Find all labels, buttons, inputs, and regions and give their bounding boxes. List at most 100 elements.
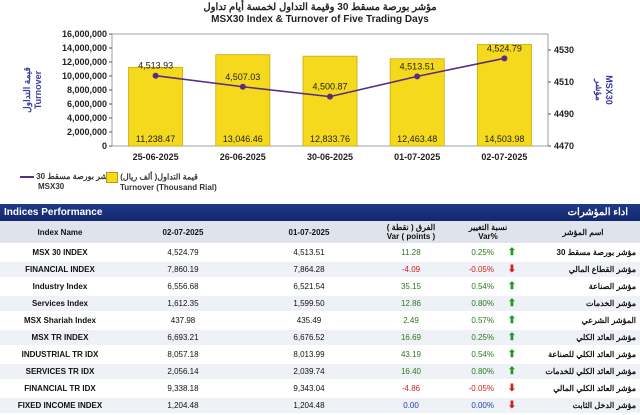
msx30-point [414,73,421,80]
value-current: 6,556.68 [120,278,246,296]
index-name-ar: مؤشر العائد الكلي [526,329,640,347]
trend-cell: ⬆ [498,244,526,262]
index-name-en: MSX Shariah Index [0,312,120,330]
header-var-pct: نسبة التغيير Var% [450,221,526,245]
msx30-point-label: 4,513.51 [400,61,435,71]
trend-cell: ⬇ [498,380,526,398]
legend-turnover: قيمة التداول( ألف ريال) Turnover (Thousa… [106,172,217,193]
trend-cell: ⬇ [498,261,526,279]
x-category-label: 01-07-2025 [394,152,440,162]
var-points: 16.40 [372,363,450,381]
index-name-ar: مؤشر العائد الكلي للصناعة [526,346,640,364]
index-name-en: FINANCIAL TR IDX [0,380,120,398]
var-points: 16.69 [372,329,450,347]
var-points: 11.28 [372,244,450,262]
header-var-en: Var ( points ) [386,232,436,241]
trend-cell: ⬇ [498,397,526,415]
arrow-down-icon: ⬇ [507,400,517,411]
index-name-ar: مؤشر الخدمات [526,295,640,313]
var-percent: -0.05% [450,261,498,279]
var-percent: 0.80% [450,363,498,381]
var-points: 2.49 [372,312,450,330]
msx30-point-label: 4,500.87 [312,82,347,92]
var-percent: 0.54% [450,278,498,296]
msx30-point [501,55,508,62]
value-current: 8,057.18 [120,346,246,364]
value-previous: 6,521.54 [246,278,372,296]
value-current: 2,056.14 [120,363,246,381]
index-name-en: FIXED INCOME INDEX [0,397,120,415]
msx30-point-label: 4,513.93 [138,61,173,71]
indices-performance-title: Indices Performance [4,207,103,218]
var-points: -4.09 [372,261,450,279]
trend-cell: ⬆ [498,295,526,313]
var-points: 0.00 [372,397,450,415]
y-left-tick-label: 14,000,000 [62,43,107,53]
y-left-tick-label: 0 [102,141,107,151]
var-percent: -0.05% [450,380,498,398]
table-row: Industry Index 6,556.68 6,521.54 35.15 0.54%… [0,278,640,296]
value-previous: 6,676.52 [246,329,372,347]
chart-title-arabic: مؤشر بورصة مسقط 30 وقيمة التداول لخمسة أ… [203,2,437,13]
turnover-bar-label: 13,046.46 [223,134,263,144]
value-previous: 7,864.28 [246,261,372,279]
legend-turnover-ar: قيمة التداول( ألف ريال) [120,172,198,182]
var-percent: 0.25% [450,329,498,347]
index-name-en: MSX TR INDEX [0,329,120,347]
table-row: MSX 30 INDEX 4,524.79 4,513.51 11.28 0.25% ⬆ م… [0,244,640,262]
y-right-tick-label: 4470 [554,141,574,151]
arrow-up-icon: ⬆ [507,332,517,343]
trend-cell: ⬆ [498,329,526,347]
arrow-down-icon: ⬇ [507,264,517,275]
value-current: 7,860.19 [120,261,246,279]
chart-panel: مؤشر بورصة مسقط 30 وقيمة التداول لخمسة أ… [0,0,640,205]
value-previous: 1,599.50 [246,295,372,313]
var-points: 12.86 [372,295,450,313]
header-index-name-ar: اسم المؤشر [526,221,640,245]
x-category-label: 26-06-2025 [220,152,266,162]
indices-performance-header: Indices Performance اداء المؤشرات [0,204,640,221]
table-row: FINANCIAL INDEX 7,860.19 7,864.28 -4.09 -0.0… [0,261,640,279]
arrow-up-icon: ⬆ [507,247,517,258]
header-var-ar: الفرق ( نقطة ) [386,223,436,232]
index-name-en: INDUSTRIAL TR IDX [0,346,120,364]
value-current: 437.98 [120,312,246,330]
table-row: MSX TR INDEX 6,693.21 6,676.52 16.69 0.25% ⬆ م… [0,329,640,347]
msx30-point [152,72,159,79]
value-current: 1,204.48 [120,397,246,415]
legend-msx30: مؤشر بورصة مسقط 30 MSX30 [20,172,116,192]
value-previous: 1,204.48 [246,397,372,415]
value-previous: 4,513.51 [246,244,372,262]
chart-svg: 0 2,000,000 4,000,000 6,000,000 8,000,000 10,… [22,29,614,162]
arrow-up-icon: ⬆ [507,298,517,309]
arrow-up-icon: ⬆ [507,315,517,326]
table-row: MSX Shariah Index 437.98 435.49 2.49 0.57% ⬆ ا… [0,312,640,330]
index-name-ar: مؤشر الصناعة [526,278,640,296]
trend-cell: ⬆ [498,346,526,364]
turnover-bar [128,66,184,147]
y-left-tick-label: 8,000,000 [67,85,107,95]
turnover-bar-label: 14,503.98 [484,134,524,144]
value-current: 1,612.35 [120,295,246,313]
value-current: 6,693.21 [120,329,246,347]
index-name-ar: المؤشر الشرعي [526,312,640,330]
y-left-tick-label: 12,000,000 [62,57,107,67]
indices-performance-title-ar: اداء المؤشرات [567,207,628,218]
turnover-bar-label: 12,463.48 [397,134,437,144]
y-left-tick-label: 16,000,000 [62,29,107,39]
var-points: 35.15 [372,278,450,296]
header-pct-ar: نسبة التغيير [468,223,508,232]
value-previous: 8,013.99 [246,346,372,364]
indices-table: Index Name 02-07-2025 01-07-2025 الفرق (… [0,221,640,415]
x-category-label: 25-06-2025 [133,152,179,162]
value-previous: 9,343.04 [246,380,372,398]
table-row: FINANCIAL TR IDX 9,338.18 9,343.04 -4.86 -0.… [0,380,640,398]
index-name-en: Services Index [0,295,120,313]
header-pct-en: Var% [478,232,498,241]
header-var-points: الفرق ( نقطة ) Var ( points ) [372,221,450,245]
y-right-axis-title-ar: مؤشر [593,78,604,101]
x-category-label: 30-06-2025 [307,152,353,162]
value-current: 9,338.18 [120,380,246,398]
index-name-ar: مؤشر العائد الكلي للخدمات [526,363,640,381]
legend-line-swatch [20,175,34,178]
